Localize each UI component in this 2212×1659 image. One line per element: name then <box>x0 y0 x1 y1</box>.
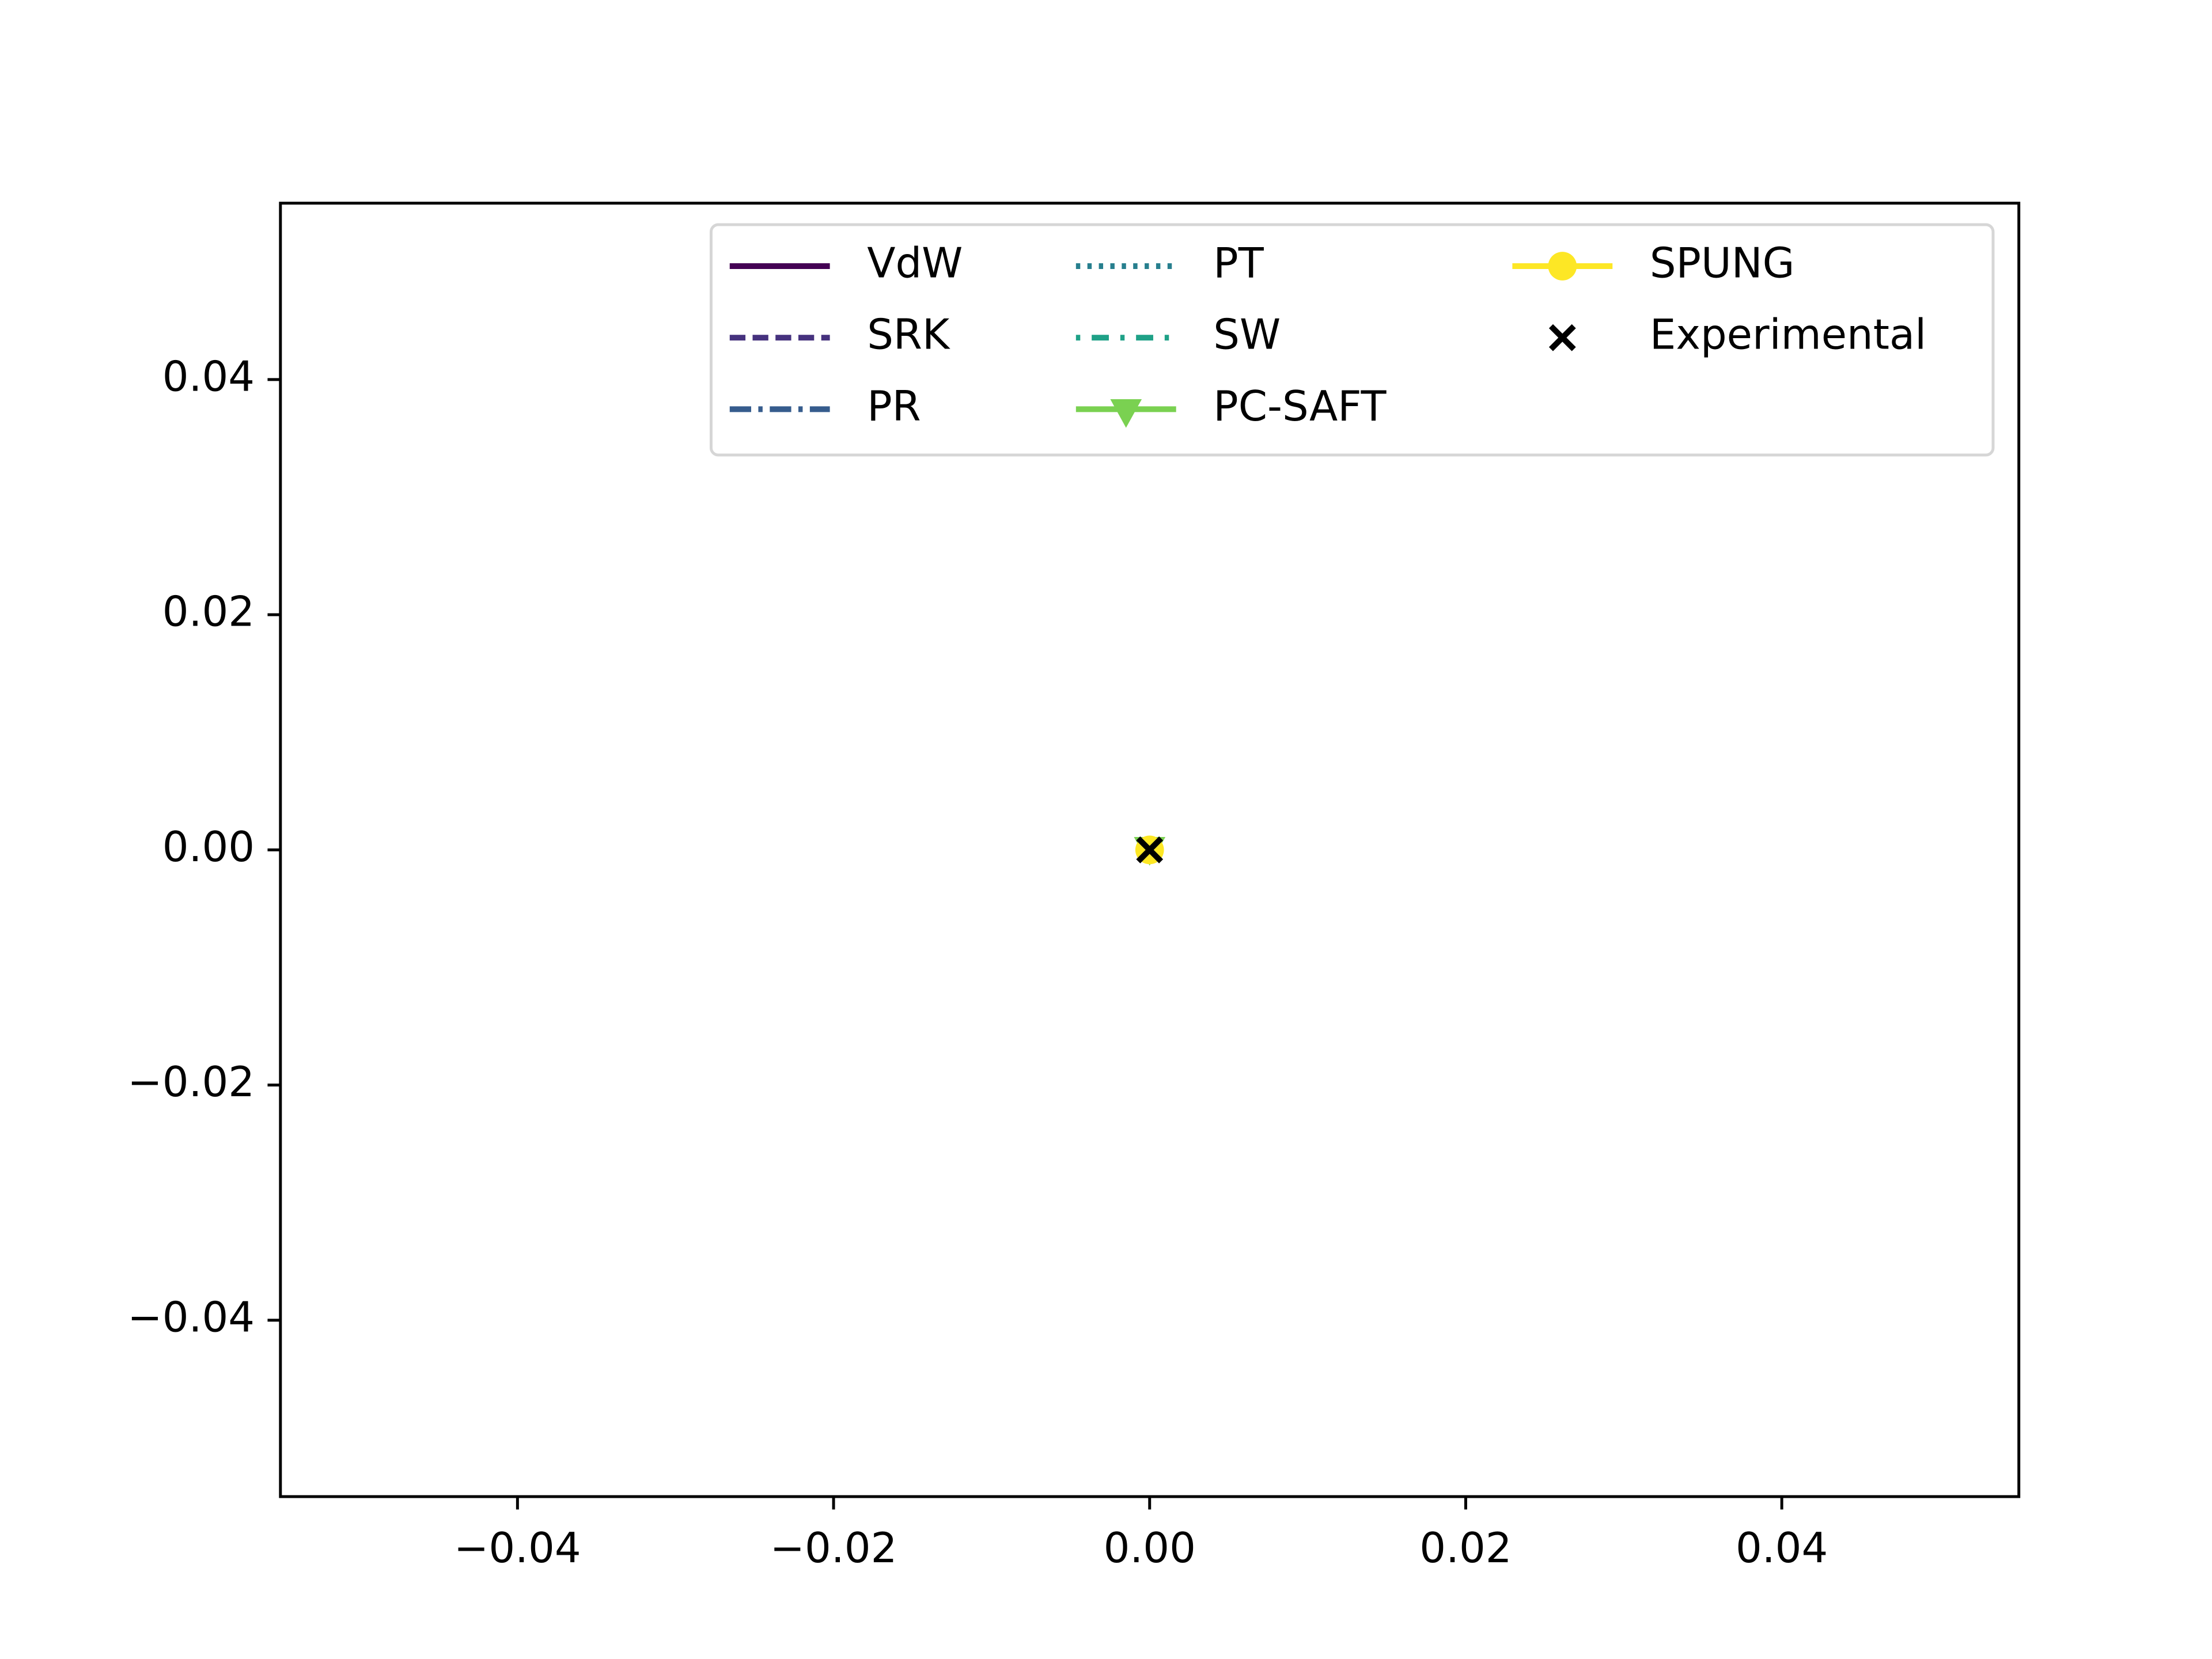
axes-frame <box>279 202 2021 1498</box>
plot-area <box>1134 835 1166 866</box>
x-tick-label: −0.02 <box>770 1524 897 1572</box>
legend-label: SW <box>1213 310 1281 359</box>
legend-label: PT <box>1213 239 1264 287</box>
y-tick-label: −0.04 <box>127 1293 255 1341</box>
x-tick-label: 0.00 <box>1104 1524 1196 1572</box>
marker <box>1548 324 1576 351</box>
y-tick-label: 0.02 <box>162 588 255 636</box>
x-tick-label: 0.04 <box>1736 1524 1828 1572</box>
marker <box>1136 836 1164 863</box>
legend-label: PC-SAFT <box>1213 382 1387 430</box>
legend-label: SRK <box>867 310 950 359</box>
legend: VdW SRK PR PT SW PC-SAFT SPUNG Experimental <box>709 223 1995 457</box>
legend-label: SPUNG <box>1650 239 1795 287</box>
legend-label: Experimental <box>1650 310 1926 359</box>
legend-box <box>709 223 1995 457</box>
y-tick-label: −0.02 <box>127 1058 255 1106</box>
x-tick-label: 0.02 <box>1419 1524 1512 1572</box>
y-tick-label: 0.00 <box>162 823 255 871</box>
x-tick-label: −0.04 <box>454 1524 581 1572</box>
marker <box>1110 399 1142 428</box>
y-tick-label: 0.04 <box>162 352 255 400</box>
legend-label: VdW <box>867 239 963 287</box>
legend-label: PR <box>867 382 921 430</box>
marker <box>1548 252 1577 281</box>
